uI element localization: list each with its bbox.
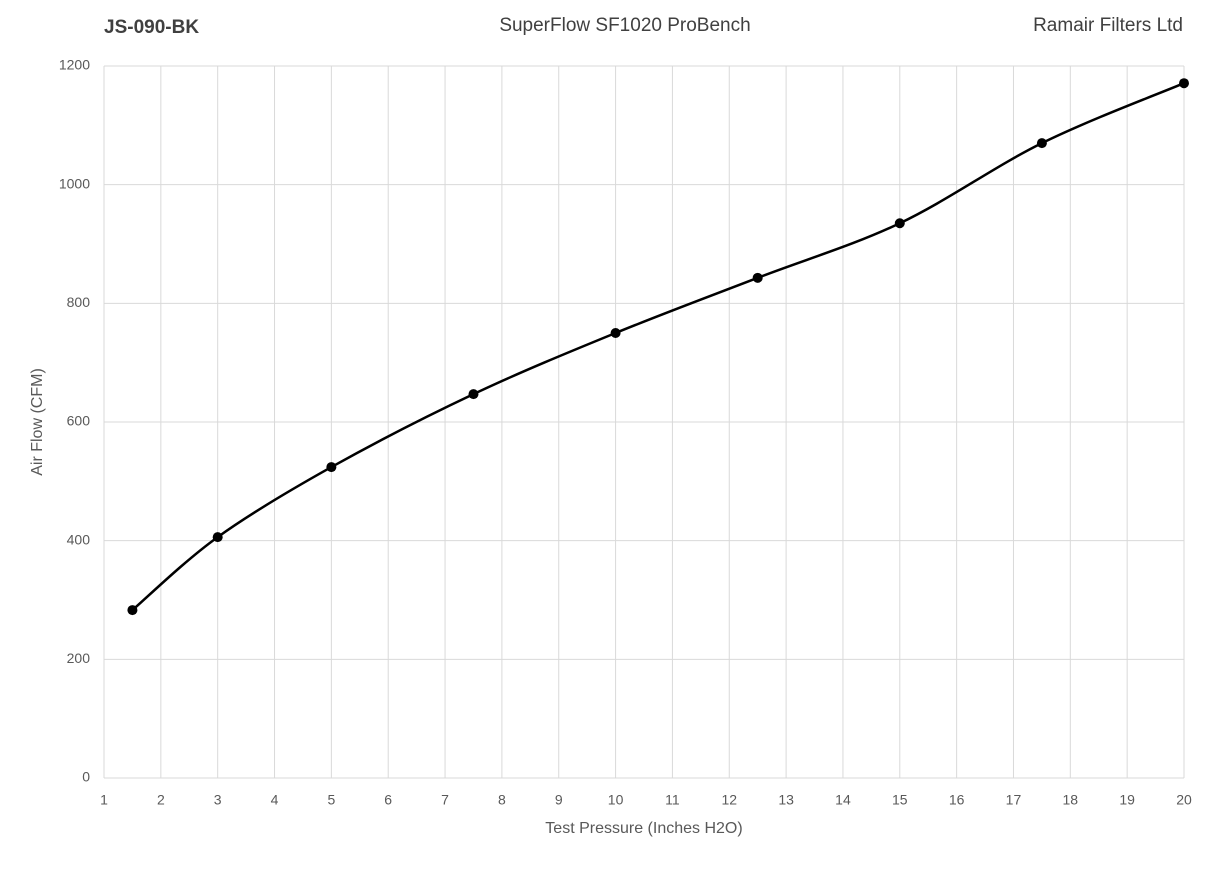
data-point [212,532,223,543]
data-point [610,328,621,338]
y-tick-label: 600 [67,413,91,429]
data-point [752,272,763,283]
x-tick-label: 16 [949,792,965,808]
x-tick-label: 15 [892,792,908,808]
y-axis-label: Air Flow (CFM) [29,368,46,476]
data-point [1036,138,1047,149]
x-tick-label: 6 [384,792,392,808]
x-tick-label: 12 [721,792,737,808]
x-tick-label: 19 [1119,792,1135,808]
x-tick-label: 13 [778,792,794,808]
x-tick-label: 18 [1063,792,1079,808]
x-tick-label: 5 [327,792,335,808]
y-tick-label: 0 [82,769,90,785]
data-point [326,462,337,473]
y-tick-label: 1200 [59,57,90,73]
y-tick-label: 400 [67,531,91,547]
x-tick-label: 10 [608,792,624,808]
left-label: JS-090-BK [104,17,199,38]
chart-title: SuperFlow SF1020 ProBench [499,15,750,36]
data-point [127,605,138,616]
x-tick-label: 20 [1176,792,1192,808]
right-label: Ramair Filters Ltd [1033,15,1183,36]
x-tick-label: 11 [665,792,680,808]
y-tick-label: 200 [67,650,91,666]
y-tick-label: 800 [67,294,91,310]
x-tick-label: 7 [441,792,449,808]
x-tick-label: 1 [100,792,108,808]
x-axis-label: Test Pressure (Inches H2O) [545,820,742,837]
data-point [1179,78,1189,89]
data-point [894,218,905,229]
data-point [468,389,479,400]
data-line [131,82,1185,612]
x-tick-label: 4 [271,792,279,808]
x-tick-label: 2 [157,792,165,808]
x-tick-label: 3 [214,792,222,808]
x-tick-label: 17 [1006,792,1022,808]
x-tick-label: 14 [835,792,851,808]
x-tick-label: 9 [555,792,563,808]
x-tick-label: 8 [498,792,506,808]
y-tick-label: 1000 [59,175,90,191]
